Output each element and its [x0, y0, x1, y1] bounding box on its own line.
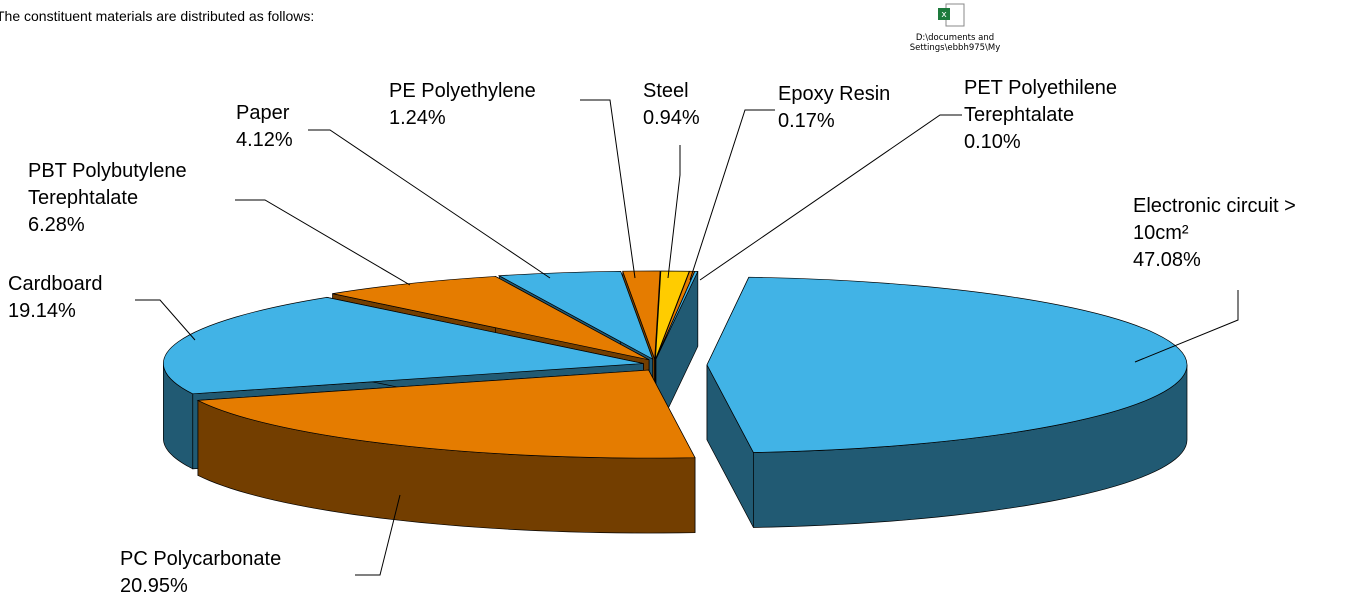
- label-value: 4.12%: [236, 129, 293, 151]
- intro-text: The constituent materials are distribute…: [0, 8, 315, 24]
- slice-label: Steel 0.94%: [643, 78, 723, 132]
- label-value: 6.28%: [28, 214, 85, 236]
- label-name: PE Polyethylene: [389, 80, 536, 102]
- label-name: PBT Polybutylene Terephtalate: [28, 160, 187, 209]
- leader-line: [135, 299, 196, 341]
- svg-text:x: x: [941, 10, 947, 20]
- slice-label: Electronic circuit > 10cm² 47.08%: [1133, 193, 1343, 274]
- slice: [706, 276, 1188, 453]
- label-value: 47.08%: [1133, 249, 1201, 271]
- slice: [497, 270, 654, 360]
- leader-line: [689, 109, 775, 281]
- label-value: 0.10%: [964, 131, 1021, 153]
- label-name: Electronic circuit > 10cm²: [1133, 195, 1296, 244]
- slice: [332, 276, 650, 361]
- slice: [163, 297, 644, 395]
- label-name: Paper: [236, 102, 290, 124]
- label-value: 0.17%: [778, 110, 835, 132]
- slice-label: PE Polyethylene 1.24%: [389, 78, 589, 132]
- label-value: 20.95%: [120, 575, 188, 597]
- leader-line: [1134, 290, 1239, 363]
- slice-label: Paper 4.12%: [236, 100, 326, 154]
- leader-line: [699, 114, 962, 281]
- slice-label: PC Polycarbonate 20.95%: [120, 546, 350, 600]
- label-name: PC Polycarbonate: [120, 548, 282, 570]
- file-icon: x: [938, 3, 965, 27]
- slice: [622, 270, 661, 360]
- slice: [196, 369, 696, 459]
- slice-label: Epoxy Resin 0.17%: [778, 81, 928, 135]
- pie: [163, 270, 1188, 534]
- label-name: Epoxy Resin: [778, 83, 891, 105]
- label-value: 19.14%: [8, 300, 76, 322]
- slice: [655, 270, 699, 360]
- leader-line: [355, 494, 401, 576]
- label-name: Steel: [643, 80, 689, 102]
- slice: [655, 270, 690, 360]
- slice-label: Cardboard 19.14%: [8, 271, 138, 325]
- leader-line: [667, 145, 681, 279]
- label-value: 0.94%: [643, 107, 700, 129]
- leader-line: [308, 129, 551, 279]
- leader-line: [580, 99, 636, 279]
- leader-lines: [135, 99, 1239, 576]
- slice-label: PET Polyethilene Terephtalate 0.10%: [964, 75, 1164, 156]
- label-name: PET Polyethilene Terephtalate: [964, 77, 1118, 126]
- leader-line: [235, 199, 411, 286]
- label-name: Cardboard: [8, 273, 103, 295]
- icon-caption: D:\documents and Settings\ebbh975\My: [909, 33, 1001, 53]
- label-value: 1.24%: [389, 107, 446, 129]
- slice-label: PBT Polybutylene Terephtalate 6.28%: [28, 158, 238, 239]
